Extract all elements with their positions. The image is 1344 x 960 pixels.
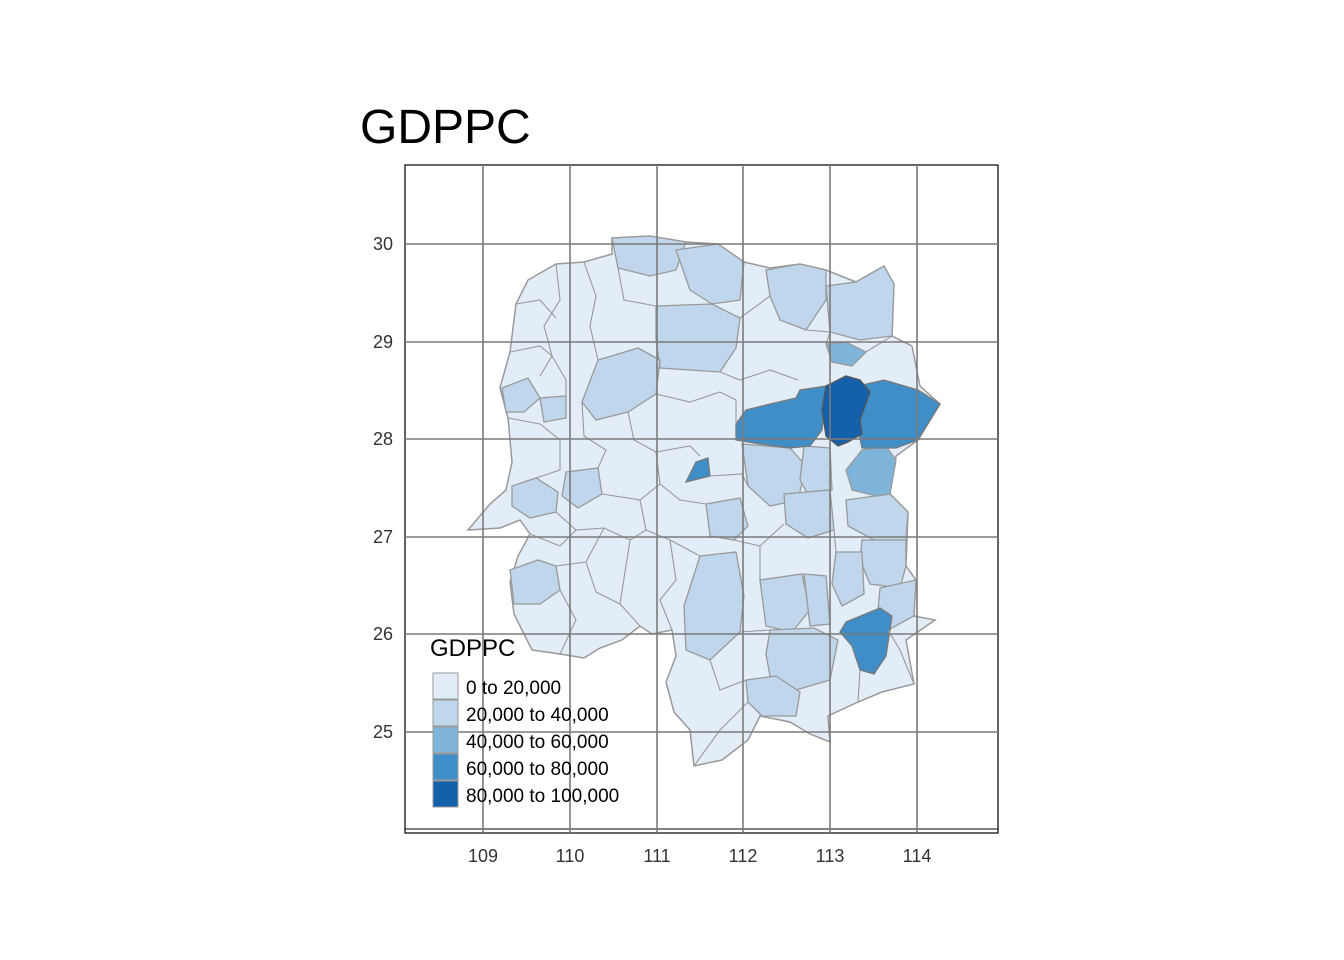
legend-swatch — [432, 726, 459, 754]
border-line — [719, 369, 799, 381]
region-chenzhou — [839, 607, 893, 675]
region-west-1 — [581, 347, 661, 421]
region-west-2 — [501, 377, 541, 413]
border-line — [833, 529, 837, 553]
x-tick-label: 110 — [556, 846, 585, 866]
border-line — [559, 589, 577, 655]
border-line — [655, 391, 737, 424]
region-west-5 — [561, 467, 603, 509]
y-axis-ticks: 30 29 28 27 26 25 — [373, 234, 393, 742]
border-line — [617, 267, 657, 307]
border-line — [619, 603, 641, 627]
legend-title: GDPPC — [430, 635, 515, 662]
region-west-3 — [539, 395, 567, 423]
x-tick-label: 111 — [643, 846, 670, 866]
region-changsha-core — [821, 375, 871, 447]
legend-swatch — [432, 672, 459, 700]
y-tick-label: 27 — [373, 527, 393, 547]
border-line — [739, 295, 771, 319]
legend-item-label: 20,000 to 40,000 — [466, 705, 609, 726]
border-line — [601, 411, 661, 501]
map-title: GDPPC — [360, 101, 531, 154]
x-tick-label: 114 — [903, 846, 932, 866]
class-20k-40k-regions — [501, 235, 917, 717]
border-line — [583, 261, 599, 361]
region-south-1 — [683, 551, 745, 661]
border-line — [887, 629, 915, 685]
border-line — [539, 263, 561, 377]
y-tick-label: 28 — [373, 429, 393, 449]
legend-item-label: 0 to 20,000 — [466, 678, 561, 699]
region-south-4 — [831, 551, 865, 607]
border-line — [585, 539, 631, 605]
region-ne-1 — [765, 263, 827, 331]
legend-swatch — [432, 753, 459, 781]
class-60k-80k-regions — [684, 379, 941, 675]
class-80k-100k-regions — [821, 375, 871, 447]
y-tick-label: 25 — [373, 722, 393, 742]
district-borders — [507, 261, 915, 767]
border-line — [739, 629, 771, 633]
legend-item-label: 60,000 to 80,000 — [466, 759, 609, 780]
region-north-3 — [655, 303, 741, 373]
region-south-2 — [759, 573, 811, 633]
border-line — [507, 417, 561, 479]
x-tick-label: 112 — [729, 846, 758, 866]
border-line — [515, 299, 557, 319]
x-tick-label: 113 — [816, 846, 845, 866]
border-line — [639, 499, 701, 557]
y-tick-label: 29 — [373, 332, 393, 352]
border-line — [709, 659, 747, 691]
border-line — [581, 401, 607, 469]
legend-swatch — [432, 780, 459, 808]
x-axis-ticks: 109 110 111 112 113 114 — [468, 846, 931, 866]
legend: GDPPC 0 to 20,000 20,000 to 40,000 40,00… — [430, 635, 619, 808]
region-central-4 — [783, 489, 835, 539]
legend-item-label: 80,000 to 100,000 — [466, 786, 619, 807]
region-south-5 — [765, 627, 839, 691]
border-line — [659, 539, 677, 631]
region-lianyuan — [684, 457, 711, 483]
y-tick-label: 30 — [373, 234, 393, 254]
border-line — [709, 473, 749, 487]
legend-item-label: 40,000 to 60,000 — [466, 732, 609, 753]
x-tick-label: 109 — [468, 846, 498, 866]
border-line — [655, 445, 701, 457]
graticule — [405, 165, 998, 833]
legend-swatch — [432, 699, 459, 727]
border-line — [509, 345, 567, 396]
border-line — [659, 483, 707, 505]
region-central-3 — [705, 497, 749, 541]
y-tick-label: 26 — [373, 624, 393, 644]
border-line — [857, 669, 861, 703]
border-line — [693, 701, 749, 767]
region-ne-2 — [825, 265, 895, 341]
